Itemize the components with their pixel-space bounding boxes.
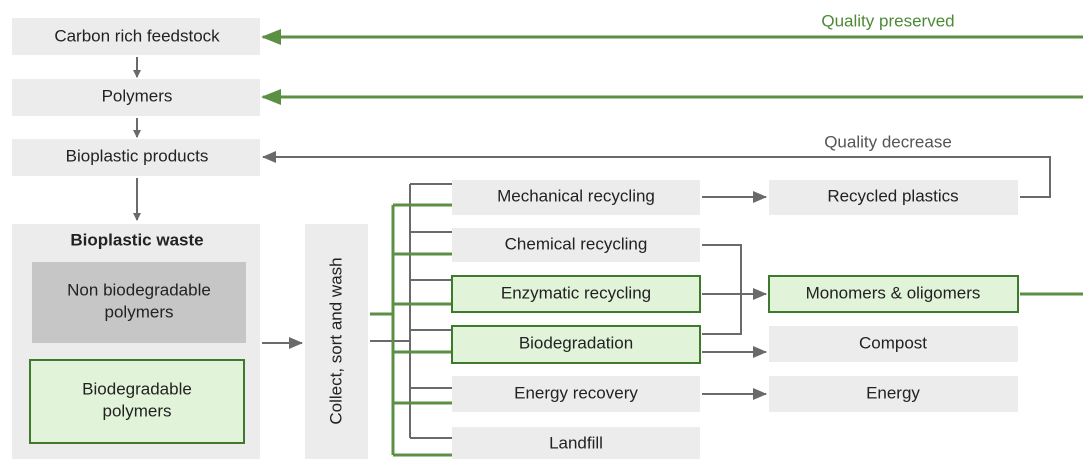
node-label: Polymers xyxy=(102,86,173,105)
box xyxy=(769,376,1018,412)
node-label: Mechanical recycling xyxy=(497,186,655,205)
node-label: Energy xyxy=(866,383,920,402)
node-label: Recycled plastics xyxy=(827,186,958,205)
node-label: Landfill xyxy=(549,433,603,452)
box xyxy=(452,180,700,215)
connector xyxy=(702,244,742,335)
node-label: Monomers & oligomers xyxy=(806,283,981,302)
box xyxy=(12,18,260,55)
box xyxy=(452,427,700,459)
node-label: polymers xyxy=(103,401,172,420)
box xyxy=(769,326,1018,362)
box xyxy=(305,224,368,459)
box xyxy=(29,359,245,444)
node-label: Biodegradation xyxy=(519,333,633,352)
box xyxy=(451,275,701,313)
node-label: Chemical recycling xyxy=(505,234,648,253)
node-label: Bioplastic products xyxy=(66,146,209,165)
arrow xyxy=(262,151,1051,198)
node-label: Non biodegradable xyxy=(67,280,211,299)
node-label: Energy recovery xyxy=(514,383,638,402)
node-label: Biodegradable xyxy=(82,379,192,398)
loop-label: Quality decrease xyxy=(824,132,952,151)
node-label: polymers xyxy=(105,302,174,321)
connector xyxy=(370,203,452,457)
box xyxy=(452,376,700,412)
box xyxy=(451,325,701,364)
node-label: Enzymatic recycling xyxy=(501,283,651,302)
box xyxy=(768,275,1019,313)
node-label: Bioplastic waste xyxy=(70,230,203,249)
node-label: Collect, sort and wash xyxy=(326,257,345,424)
box xyxy=(769,180,1018,215)
node-label: Compost xyxy=(859,333,927,352)
box xyxy=(452,228,700,262)
box xyxy=(32,262,246,343)
node-label: Carbon rich feedstock xyxy=(54,26,220,45)
loop-label: Quality preserved xyxy=(821,11,954,30)
box xyxy=(12,139,260,176)
box xyxy=(12,79,260,116)
connector xyxy=(370,183,452,439)
